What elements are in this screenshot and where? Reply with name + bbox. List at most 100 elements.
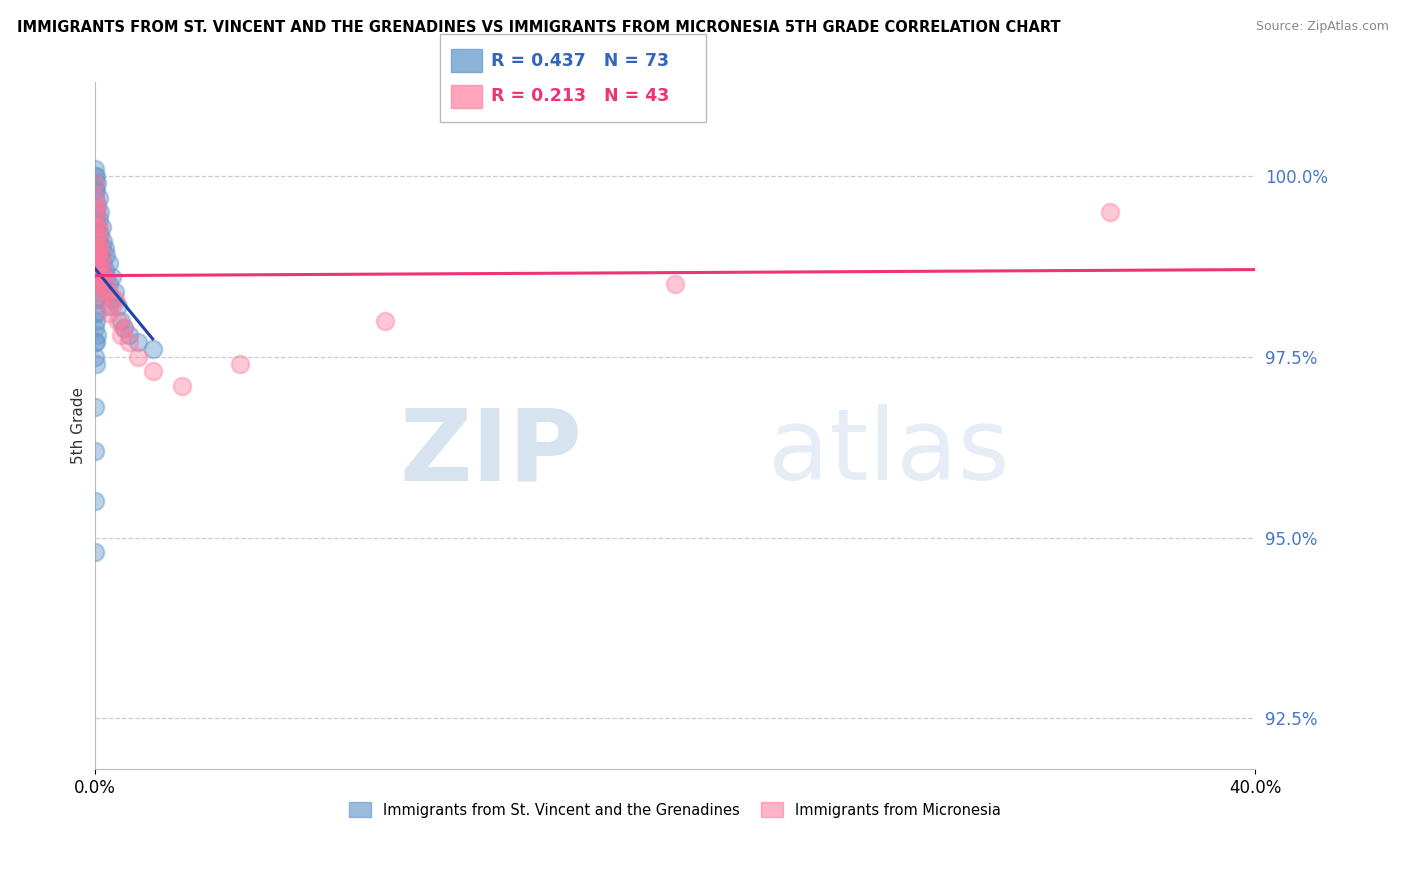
Point — [91, 256, 114, 270]
Point — [1098, 205, 1121, 219]
Point — [87, 241, 110, 255]
Point — [107, 313, 129, 327]
Point — [118, 335, 141, 350]
Point — [98, 306, 121, 320]
Point — [90, 219, 112, 234]
Point — [90, 241, 112, 255]
Point — [83, 248, 105, 262]
Point — [91, 234, 114, 248]
Point — [87, 191, 110, 205]
Point — [104, 285, 127, 299]
Point — [664, 277, 686, 292]
Point — [87, 212, 110, 227]
Point — [89, 277, 111, 292]
Point — [90, 263, 112, 277]
Point — [86, 248, 108, 262]
Point — [87, 219, 110, 234]
Point — [93, 241, 115, 255]
Point — [83, 183, 105, 197]
Point — [84, 169, 107, 183]
Point — [87, 234, 110, 248]
Point — [83, 234, 105, 248]
Point — [87, 256, 110, 270]
Point — [83, 205, 105, 219]
Point — [83, 263, 105, 277]
Point — [86, 263, 108, 277]
Point — [83, 335, 105, 350]
Point — [86, 292, 108, 306]
Point — [127, 335, 149, 350]
Point — [83, 191, 105, 205]
Point — [83, 401, 105, 415]
Point — [84, 292, 107, 306]
Point — [86, 328, 108, 343]
Point — [86, 285, 108, 299]
Point — [84, 183, 107, 197]
Point — [89, 227, 111, 241]
Point — [83, 219, 105, 234]
Point — [90, 248, 112, 262]
Point — [86, 198, 108, 212]
Point — [87, 256, 110, 270]
Point — [98, 256, 121, 270]
Point — [83, 161, 105, 176]
Point — [83, 248, 105, 262]
Point — [89, 277, 111, 292]
Point — [83, 306, 105, 320]
Point — [83, 350, 105, 364]
Point — [84, 198, 107, 212]
Point — [84, 313, 107, 327]
Point — [90, 270, 112, 285]
Point — [84, 212, 107, 227]
Point — [107, 299, 129, 313]
Text: IMMIGRANTS FROM ST. VINCENT AND THE GRENADINES VS IMMIGRANTS FROM MICRONESIA 5TH: IMMIGRANTS FROM ST. VINCENT AND THE GREN… — [17, 20, 1060, 35]
Point — [84, 357, 107, 371]
Point — [84, 263, 107, 277]
Point — [83, 443, 105, 458]
Point — [83, 219, 105, 234]
Point — [110, 313, 132, 327]
Y-axis label: 5th Grade: 5th Grade — [72, 387, 86, 464]
Point — [86, 270, 108, 285]
Point — [91, 285, 114, 299]
Point — [84, 248, 107, 262]
Point — [83, 191, 105, 205]
Point — [96, 277, 118, 292]
Text: R = 0.437   N = 73: R = 0.437 N = 73 — [491, 52, 669, 70]
Point — [84, 219, 107, 234]
Point — [89, 248, 111, 262]
Point — [110, 328, 132, 343]
Point — [86, 241, 108, 255]
Point — [86, 205, 108, 219]
Point — [91, 263, 114, 277]
Point — [86, 176, 108, 190]
Point — [84, 241, 107, 255]
Point — [83, 545, 105, 559]
Point — [84, 270, 107, 285]
Point — [142, 364, 165, 378]
Point — [83, 169, 105, 183]
Point — [101, 292, 124, 306]
Point — [98, 285, 121, 299]
Point — [127, 350, 149, 364]
Point — [86, 219, 108, 234]
Point — [374, 313, 396, 327]
Point — [83, 320, 105, 334]
Legend: Immigrants from St. Vincent and the Grenadines, Immigrants from Micronesia: Immigrants from St. Vincent and the Gren… — [343, 797, 1007, 823]
Text: ZIP: ZIP — [399, 404, 582, 501]
Point — [87, 263, 110, 277]
Point — [91, 277, 114, 292]
Point — [104, 292, 127, 306]
Point — [112, 320, 135, 334]
Point — [83, 176, 105, 190]
Point — [89, 270, 111, 285]
Point — [96, 248, 118, 262]
Text: R = 0.213   N = 43: R = 0.213 N = 43 — [491, 87, 669, 105]
Point — [84, 335, 107, 350]
Point — [87, 277, 110, 292]
Point — [98, 277, 121, 292]
Text: atlas: atlas — [768, 404, 1010, 501]
Point — [142, 343, 165, 357]
Point — [101, 299, 124, 313]
Point — [101, 270, 124, 285]
